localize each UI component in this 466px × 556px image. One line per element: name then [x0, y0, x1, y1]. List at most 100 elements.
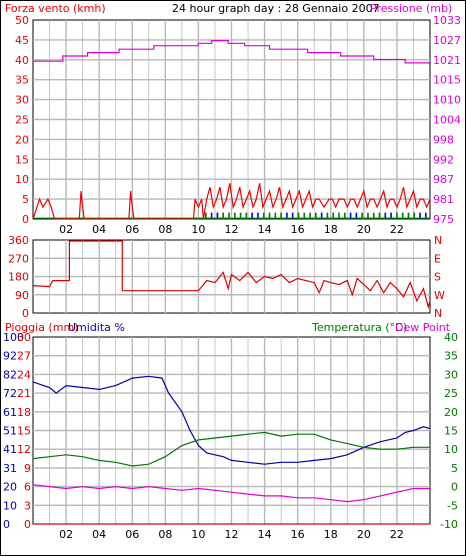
rain-tick-label: 9 [24, 462, 31, 475]
wind-direction-bar [419, 212, 421, 219]
humidity-tick-label: 51 [3, 425, 17, 438]
temperature-tick-label: -10 [440, 518, 458, 531]
temperature-tick-label: 20 [444, 406, 458, 419]
pressure-tick-label: 1015 [433, 74, 461, 87]
wind-direction-bar [349, 212, 352, 219]
compass-label: W [434, 289, 445, 302]
humidity-tick-label: 20 [3, 481, 17, 494]
wind-direction-bar [343, 212, 346, 219]
pressure-line [33, 39, 430, 64]
wind-tick-label: 30 [15, 94, 29, 107]
pressure-tick-label: 975 [433, 213, 454, 226]
x-tick-label: 04 [92, 223, 106, 236]
humidity-tick-label: 61 [3, 406, 17, 419]
wind-direction-line [32, 240, 431, 310]
x-tick-label: 18 [324, 223, 338, 236]
x-tick-label: 06 [125, 528, 139, 541]
x-tick-label: 06 [125, 223, 139, 236]
wind-direction-bar [239, 212, 242, 219]
wind-direction-bar [401, 212, 404, 219]
x-tick-label: 20 [357, 528, 371, 541]
pressure-tick-label: 987 [433, 173, 454, 186]
wind-tick-label: 0 [22, 213, 29, 226]
wind-tick-label: 25 [15, 114, 29, 127]
humidity-tick-label: 92 [3, 350, 17, 363]
wind-direction-bar [286, 212, 288, 219]
wind-direction-bar [222, 212, 225, 219]
wind-direction-bar [262, 212, 265, 219]
humidity-tick-label: 100 [3, 331, 24, 344]
chart-title: 24 hour graph day : 28 Gennaio 2007 [172, 2, 380, 15]
x-tick-label: 18 [324, 528, 338, 541]
temperature-tick-label: 40 [444, 331, 458, 344]
rain-tick-label: 3 [24, 499, 31, 512]
wind-direction-bar [280, 212, 282, 219]
compass-label: N [434, 307, 442, 320]
wind-tick-label: 50 [15, 14, 29, 27]
dewpoint-line [32, 484, 430, 503]
rain-tick-label: 27 [17, 350, 31, 363]
wind-tick-label: 5 [22, 193, 29, 206]
wind-direction-bar [390, 212, 392, 219]
wind-direction-bar [361, 212, 363, 219]
wind-tick-label: 45 [15, 34, 29, 47]
wind-direction-bar [205, 212, 207, 219]
compass-label: N [434, 234, 442, 247]
rain-tick-label: 15 [17, 425, 31, 438]
rain-tick-label: 21 [17, 387, 31, 400]
humidity-tick-label: 41 [3, 443, 17, 456]
x-tick-label: 04 [92, 528, 106, 541]
wind-direction-bar [210, 212, 213, 219]
wind-speed-line [32, 183, 431, 220]
wind-direction-bar [384, 212, 387, 219]
wind-direction-bar [372, 212, 375, 219]
x-tick-label: 22 [390, 223, 404, 236]
wind-direction-bar [378, 212, 381, 219]
x-tick-label: 22 [390, 528, 404, 541]
compass-label: S [434, 271, 441, 284]
direction-tick-label: 270 [8, 252, 29, 265]
humidity-tick-label: 0 [3, 518, 10, 531]
x-tick-label: 10 [191, 223, 205, 236]
humidity-tick-label: 82 [3, 368, 17, 381]
direction-tick-label: 360 [8, 234, 29, 247]
wind-direction-bar [251, 212, 253, 219]
pressure-tick-label: 1010 [433, 94, 461, 107]
wind-tick-label: 35 [15, 74, 29, 87]
wind-direction-bar [216, 212, 219, 219]
x-tick-label: 14 [258, 223, 272, 236]
direction-tick-label: 90 [15, 289, 29, 302]
wind-direction-bar [338, 212, 340, 219]
wind-direction-bar [355, 212, 358, 219]
dewpoint-axis-title: Dew Point [395, 321, 451, 334]
wind-direction-bar [332, 212, 335, 219]
pressure-axis-title: Pressione (mb) [370, 2, 453, 15]
pressure-tick-label: 1033 [433, 14, 461, 27]
humidity-tick-label: 72 [3, 387, 17, 400]
temperature-line [32, 431, 430, 467]
x-tick-label: 20 [357, 223, 371, 236]
pressure-tick-label: 992 [433, 153, 454, 166]
humidity-tick-label: 31 [3, 462, 17, 475]
humidity-line [32, 375, 431, 465]
wind-axis-title: Forza vento (kmh) [5, 2, 106, 15]
wind-tick-label: 15 [15, 153, 29, 166]
x-tick-label: 16 [291, 223, 305, 236]
compass-label: E [434, 252, 441, 265]
rain-tick-label: 12 [17, 443, 31, 456]
x-tick-label: 02 [59, 223, 73, 236]
wind-direction-bar [291, 212, 294, 219]
pressure-tick-label: 1004 [433, 114, 461, 127]
wind-direction-bar [367, 212, 369, 219]
wind-tick-label: 40 [15, 54, 29, 67]
wind-direction-bar [425, 212, 427, 219]
wind-direction-bar [268, 212, 271, 219]
wind-direction-bar [320, 212, 323, 219]
temperature-tick-label: 15 [444, 425, 458, 438]
wind-direction-bar [274, 212, 277, 219]
temperature-tick-label: 25 [444, 387, 458, 400]
wind-direction-bar [297, 212, 300, 219]
pressure-tick-label: 1021 [433, 54, 461, 67]
temperature-tick-label: -5 [447, 499, 458, 512]
